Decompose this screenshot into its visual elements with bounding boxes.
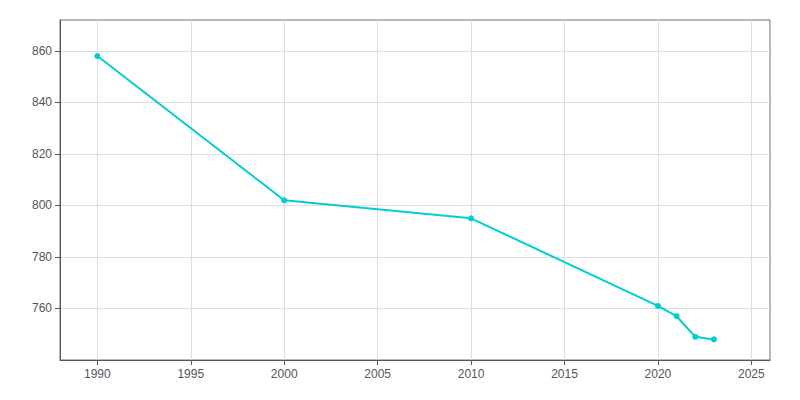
svg-text:820: 820 xyxy=(32,147,52,161)
svg-text:2000: 2000 xyxy=(271,367,298,381)
svg-text:760: 760 xyxy=(32,301,52,315)
svg-text:780: 780 xyxy=(32,250,52,264)
svg-text:860: 860 xyxy=(32,44,52,58)
svg-text:2025: 2025 xyxy=(738,367,765,381)
svg-text:1990: 1990 xyxy=(84,367,111,381)
svg-text:2010: 2010 xyxy=(458,367,485,381)
svg-text:840: 840 xyxy=(32,95,52,109)
svg-text:1995: 1995 xyxy=(177,367,204,381)
svg-text:2005: 2005 xyxy=(364,367,391,381)
svg-text:2015: 2015 xyxy=(551,367,578,381)
svg-text:2020: 2020 xyxy=(645,367,672,381)
svg-text:800: 800 xyxy=(32,198,52,212)
